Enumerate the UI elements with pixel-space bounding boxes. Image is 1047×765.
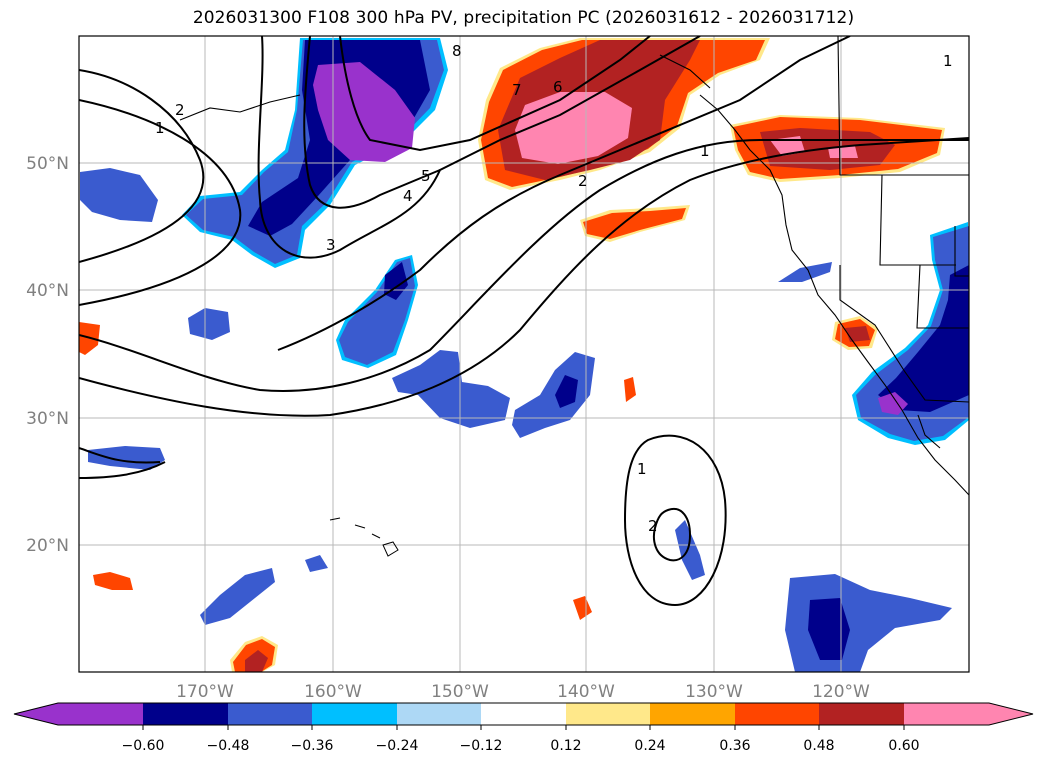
colorbar-segment xyxy=(735,703,819,725)
contour-label: 3 xyxy=(326,236,336,254)
colorbar-segment xyxy=(650,703,735,725)
colorbar: −0.60 −0.48 −0.36 −0.24 −0.12 0.12 0.24 … xyxy=(13,702,1034,754)
positive-pc-region xyxy=(573,596,592,620)
negative-pc-region xyxy=(555,375,578,408)
contour-label: 1 xyxy=(700,142,710,160)
longitude-label: 150°W xyxy=(431,682,489,702)
negative-pc-region xyxy=(188,308,230,340)
latitude-label: 30°N xyxy=(26,409,69,429)
positive-pc-region xyxy=(624,377,636,402)
colorbar-segment xyxy=(481,703,566,725)
contour-label: 1 xyxy=(637,460,647,478)
colorbar-segments xyxy=(58,703,989,730)
hawaii-islands xyxy=(329,517,399,557)
longitude-label: 160°W xyxy=(304,682,362,702)
contour-label: 7 xyxy=(512,81,522,99)
colorbar-outline xyxy=(13,702,1034,726)
colorbar-extend-low xyxy=(14,703,58,725)
colorbar-segment xyxy=(312,703,397,725)
map-frame xyxy=(78,35,970,673)
negative-pc-region xyxy=(313,62,415,162)
latitude-labels: 50°N 40°N 30°N 20°N xyxy=(26,154,69,556)
colorbar-tick-label: −0.48 xyxy=(207,738,250,754)
colorbar-tick-label: −0.36 xyxy=(291,738,334,754)
positive-pc-region xyxy=(828,146,858,158)
colorbar-segment xyxy=(819,703,904,725)
negative-pc-region xyxy=(88,446,165,470)
negative-pc-region xyxy=(305,555,328,572)
colorbar-tick-label: 0.48 xyxy=(803,738,834,754)
contour-label-group: 1 2 3 4 5 6 7 8 1 2 1 1 2 xyxy=(155,42,953,535)
negative-pc-region xyxy=(808,598,850,660)
latitude-label: 20°N xyxy=(26,536,69,556)
longitude-label: 120°W xyxy=(812,682,870,702)
positive-pc-region xyxy=(245,650,268,672)
contour-label: 6 xyxy=(553,78,563,96)
negative-pc-region xyxy=(200,568,275,625)
contour-label: 8 xyxy=(452,42,462,60)
longitude-label: 170°W xyxy=(176,682,234,702)
longitude-labels: 170°W 160°W 150°W 140°W 130°W 120°W xyxy=(176,682,870,702)
colorbar-tick-label: 0.12 xyxy=(550,738,581,754)
colorbar-segment xyxy=(58,703,143,725)
positive-pc-region xyxy=(93,572,133,590)
longitude-label: 130°W xyxy=(685,682,743,702)
contour-label: 2 xyxy=(648,517,658,535)
colorbar-segment xyxy=(566,703,650,725)
colorbar-tick-label: −0.12 xyxy=(460,738,503,754)
negative-pc-region xyxy=(392,350,510,428)
contour-label: 1 xyxy=(943,52,953,70)
colorbar-segment xyxy=(904,703,989,725)
negative-pc-region xyxy=(878,265,969,412)
map-plot-area xyxy=(79,36,969,672)
contour-label: 2 xyxy=(578,172,588,190)
colorbar-tick-label: 0.24 xyxy=(634,738,665,754)
negative-pc-region xyxy=(778,262,832,282)
colorbar-segment xyxy=(143,703,228,725)
negative-pc-region xyxy=(878,392,908,415)
colorbar-tick-label: 0.36 xyxy=(719,738,750,754)
longitude-label: 140°W xyxy=(557,682,615,702)
colorbar-tick-label: 0.60 xyxy=(888,738,919,754)
colorbar-segment xyxy=(228,703,312,725)
negative-pc-region xyxy=(512,352,595,438)
colorbar-tick-label: −0.60 xyxy=(122,738,165,754)
positive-pc-region xyxy=(515,92,632,164)
contour-label: 1 xyxy=(155,119,165,137)
contour-label: 5 xyxy=(421,167,431,185)
contour-label: 4 xyxy=(403,187,413,205)
colorbar-tick-label: −0.24 xyxy=(376,738,419,754)
positive-pc-region xyxy=(583,208,686,239)
pv-contours xyxy=(79,36,969,607)
latitude-label: 50°N xyxy=(26,154,69,174)
colorbar-extend-high xyxy=(989,703,1033,725)
precip-blobs xyxy=(79,38,969,672)
contour-label: 2 xyxy=(175,101,185,119)
latitude-label: 40°N xyxy=(26,281,69,301)
map-title: 2026031300 F108 300 hPa PV, precipitatio… xyxy=(192,8,855,28)
colorbar-ticks: −0.60 −0.48 −0.36 −0.24 −0.12 0.12 0.24 … xyxy=(122,738,920,754)
coastlines xyxy=(179,36,969,496)
colorbar-segment xyxy=(397,703,481,725)
negative-pc-region xyxy=(675,520,705,580)
negative-pc-region xyxy=(80,168,158,222)
